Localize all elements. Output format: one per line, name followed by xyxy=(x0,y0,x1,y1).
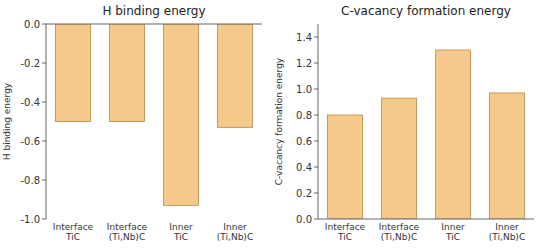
tick-label: 0.8 xyxy=(296,110,312,121)
panel: C-vacancy formation energy C-vacancy form… xyxy=(274,4,534,242)
category-label: InnerTiC xyxy=(169,222,193,242)
tick-label: -0.4 xyxy=(20,97,40,108)
tick-mark xyxy=(42,102,46,103)
tick-label: 0.0 xyxy=(296,214,312,225)
tick-label: 0.4 xyxy=(296,162,312,173)
tick-label: 0.6 xyxy=(296,136,312,147)
category-label: Interface(Ti,Nb)C xyxy=(107,222,148,242)
tick-mark xyxy=(314,37,318,38)
bar xyxy=(55,24,90,122)
tick-mark xyxy=(314,193,318,194)
category-label: InterfaceTiC xyxy=(325,222,366,242)
category-label: Inner(Ti,Nb)C xyxy=(217,222,253,242)
bars xyxy=(327,50,524,219)
bar xyxy=(109,24,144,122)
tick-label: 0.0 xyxy=(24,19,40,30)
tick-label: 1.4 xyxy=(296,32,312,43)
category-label: Interface(Ti,Nb)C xyxy=(379,222,420,242)
tick-label: -0.2 xyxy=(20,58,40,69)
y-axis-label: H binding energy xyxy=(2,82,12,160)
tick-mark xyxy=(42,63,46,64)
tick-label: 1.2 xyxy=(296,58,312,69)
tick-mark xyxy=(42,219,46,220)
tick-mark xyxy=(314,89,318,90)
y-axis-label: C-vacancy formation energy xyxy=(274,57,284,185)
title: H binding energy xyxy=(102,4,205,18)
baseline xyxy=(46,24,262,25)
bar xyxy=(435,50,470,219)
baseline xyxy=(318,219,534,220)
tick-mark xyxy=(314,219,318,220)
tick-mark xyxy=(314,141,318,142)
tick-mark xyxy=(314,115,318,116)
y-axis-line xyxy=(318,24,319,219)
bars xyxy=(55,24,252,205)
tick-mark xyxy=(42,141,46,142)
tick-label: -1.0 xyxy=(20,214,40,225)
tick-label: -0.6 xyxy=(20,136,40,147)
category-label: InnerTiC xyxy=(441,222,465,242)
chart-canvas: H binding energy H binding energy 0.0 -0.2 -… xyxy=(0,0,544,249)
y-axis-line xyxy=(46,24,47,219)
bar xyxy=(381,98,416,219)
bar xyxy=(217,24,252,127)
tick-label: 0.2 xyxy=(296,188,312,199)
bar xyxy=(327,115,362,219)
tick-label: -0.8 xyxy=(20,175,40,186)
category-label: InterfaceTiC xyxy=(53,222,94,242)
tick-mark xyxy=(314,167,318,168)
bar xyxy=(489,93,524,219)
tick-mark xyxy=(42,180,46,181)
panel: H binding energy H binding energy 0.0 -0.2 -… xyxy=(2,4,262,242)
title: C-vacancy formation energy xyxy=(341,4,511,18)
tick-label: 1.0 xyxy=(296,84,312,95)
tick-mark xyxy=(42,24,46,25)
category-label: Inner(Ti,Nb)C xyxy=(489,222,525,242)
bar xyxy=(163,24,198,205)
tick-mark xyxy=(314,63,318,64)
